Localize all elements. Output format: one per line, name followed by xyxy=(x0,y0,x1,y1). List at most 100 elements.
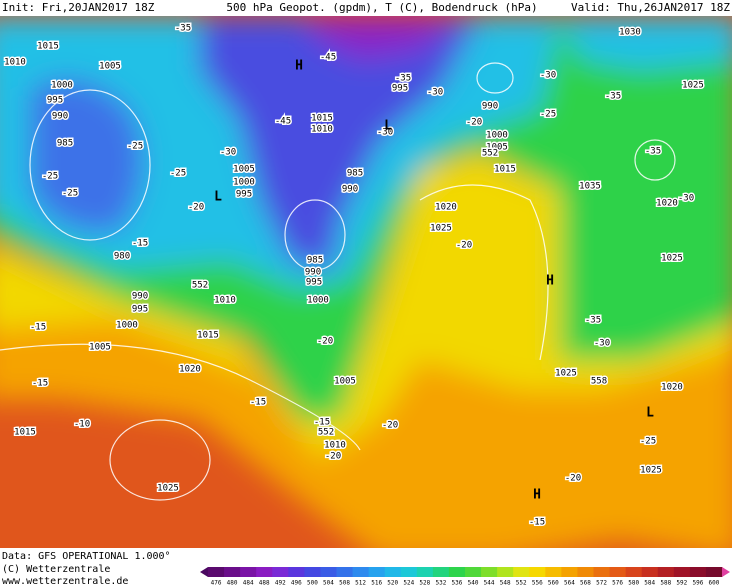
contour-label: -15 xyxy=(132,239,148,249)
colorbar-swatch xyxy=(272,567,289,577)
contour-label: 990 xyxy=(482,102,498,112)
map-title: 500 hPa Geopot. (gpdm), T (C), Bodendruc… xyxy=(226,1,537,14)
website: www.wetterzentrale.de xyxy=(2,576,128,587)
contour-label: 1025 xyxy=(157,484,179,494)
contour-label: -20 xyxy=(456,241,472,251)
contour-label: 1005 xyxy=(89,343,111,353)
colorbar-swatch xyxy=(577,567,594,577)
contour-label: -25 xyxy=(170,169,186,179)
contour-label: 1025 xyxy=(640,466,662,476)
colorbar-label: 560 xyxy=(548,580,559,587)
contour-label: -25 xyxy=(42,172,58,182)
colorbar-label: 508 xyxy=(339,580,350,587)
colorbar-label: 548 xyxy=(500,580,511,587)
contour-label: 990 xyxy=(342,185,358,195)
contour-label: -45 xyxy=(320,53,336,63)
pressure-center: H xyxy=(546,274,554,289)
contour-label: 558 xyxy=(591,377,607,387)
contour-label: -20 xyxy=(466,118,482,128)
colorbar-swatch xyxy=(352,567,370,577)
colorbar-label: 572 xyxy=(596,580,607,587)
colorbar-label: 564 xyxy=(564,580,575,587)
contour-label: 1000 xyxy=(486,131,508,141)
contour-label: 552 xyxy=(318,428,334,438)
valid-time: Valid: Thu,26JAN2017 18Z xyxy=(571,1,730,14)
contour-label: -30 xyxy=(540,71,556,81)
colorbar: 476 480 484 488 492 496 500 504 508 512 516 520 524 5… xyxy=(200,567,730,587)
contour-label: 1025 xyxy=(430,224,452,234)
contour-label: 990 xyxy=(132,292,148,302)
colorbar-label: 576 xyxy=(612,580,623,587)
colorbar-swatch xyxy=(256,567,273,577)
contour-label: -30 xyxy=(377,128,393,138)
colorbar-label: 528 xyxy=(419,580,430,587)
pressure-center: H xyxy=(295,59,303,74)
colorbar-swatch xyxy=(481,567,498,577)
colorbar-label: 568 xyxy=(580,580,591,587)
contour-label: 1015 xyxy=(14,428,36,438)
contour-label: -30 xyxy=(220,148,236,158)
colorbar-label: 532 xyxy=(435,580,446,587)
contour-label: 1030 xyxy=(619,28,641,38)
contour-label: 1025 xyxy=(682,81,704,91)
colorbar-label: 492 xyxy=(275,580,286,587)
contour-label: 1010 xyxy=(214,296,236,306)
contour-label: -35 xyxy=(175,24,191,34)
colorbar-label: 544 xyxy=(484,580,495,587)
colorbar-swatch xyxy=(593,567,611,577)
contour-label: -20 xyxy=(565,474,581,484)
map-field xyxy=(0,16,732,548)
colorbar-label: 512 xyxy=(355,580,366,587)
colorbar-label: 484 xyxy=(243,580,254,587)
contour-label: -20 xyxy=(382,421,398,431)
colorbar-swatch xyxy=(224,567,241,577)
colorbar-swatch xyxy=(400,567,418,577)
colorbar-label: 600 xyxy=(709,580,720,587)
colorbar-label: 536 xyxy=(452,580,463,587)
colorbar-swatch xyxy=(673,567,691,577)
init-time: Init: Fri,20JAN2017 18Z xyxy=(2,1,155,14)
colorbar-swatch xyxy=(448,567,466,577)
copyright: (C) Wetterzentrale xyxy=(2,564,110,575)
colorbar-label: 592 xyxy=(676,580,687,587)
contour-label: -45 xyxy=(275,117,291,127)
contour-label: 995 xyxy=(47,96,63,106)
contour-label: -25 xyxy=(127,142,143,152)
contour-label: -20 xyxy=(325,452,341,462)
colorbar-swatch xyxy=(705,567,723,577)
colorbar-swatch xyxy=(384,567,402,577)
colorbar-swatch xyxy=(320,567,337,577)
contour-label: 985 xyxy=(57,139,73,149)
contour-label: 990 xyxy=(305,268,321,278)
contour-label: 1015 xyxy=(37,42,59,52)
colorbar-swatch xyxy=(432,567,450,577)
contour-label: -15 xyxy=(32,379,48,389)
contour-label: 1015 xyxy=(494,165,516,175)
colorbar-swatch xyxy=(657,567,675,577)
colorbar-arrow-left xyxy=(200,567,208,577)
colorbar-swatch xyxy=(625,567,643,577)
contour-label: 1020 xyxy=(656,199,678,209)
colorbar-label: 488 xyxy=(259,580,270,587)
contour-label: -15 xyxy=(314,418,330,428)
contour-label: 995 xyxy=(132,305,148,315)
contour-label: 985 xyxy=(307,256,323,266)
colorbar-label: 596 xyxy=(692,580,703,587)
contour-label: 1010 xyxy=(4,58,26,68)
colorbar-label: 580 xyxy=(628,580,639,587)
colorbar-label: 520 xyxy=(387,580,398,587)
pressure-center: L xyxy=(384,119,392,134)
colorbar-swatch xyxy=(208,567,225,577)
colorbar-label: 476 xyxy=(211,580,222,587)
colorbar-swatch xyxy=(609,567,627,577)
colorbar-swatch xyxy=(689,567,707,577)
contour-label: 1000 xyxy=(307,296,329,306)
colorbar-swatch xyxy=(416,567,434,577)
contour-label: 1020 xyxy=(661,383,683,393)
contour-label: 995 xyxy=(392,84,408,94)
contour-label: 1005 xyxy=(99,62,121,72)
contour-label: 1005 xyxy=(233,165,255,175)
pressure-center: L xyxy=(646,406,654,421)
